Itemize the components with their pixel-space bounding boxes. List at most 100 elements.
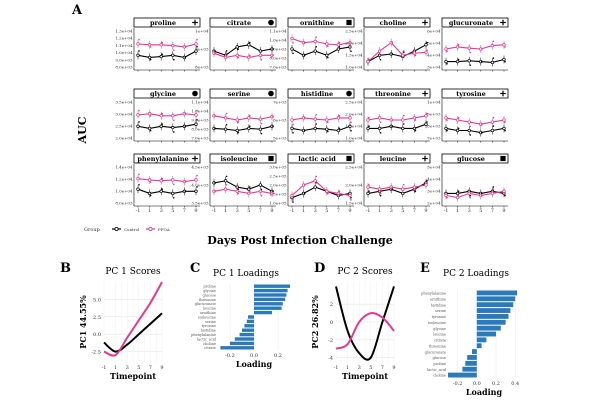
pfoa-point: [325, 118, 329, 122]
pfoa-dot: [138, 109, 140, 112]
y-tick-label: -2: [328, 338, 333, 344]
control-dot: [184, 56, 187, 59]
y-axis-label: PC1 44.55%: [78, 295, 88, 349]
pfoa-dot: [315, 36, 318, 38]
pfoa-point: [258, 189, 263, 193]
category-label: serine: [435, 309, 446, 313]
y-tick-label: 2.5e+04: [345, 165, 363, 170]
control-dot: [492, 186, 495, 188]
pfoa-point: [247, 55, 251, 60]
pfoa-line: [291, 37, 351, 46]
control-point: [258, 127, 263, 131]
pfoa-dot: [481, 194, 483, 197]
pfoa-point: [194, 178, 198, 182]
loading-bar: [230, 341, 254, 346]
control-point: [258, 183, 263, 187]
category-label: phenylalanine: [421, 292, 446, 296]
loading-bar: [254, 310, 272, 315]
facet-title: isoleucine: [220, 155, 257, 163]
chart-title: PC 1 Scores: [105, 267, 161, 277]
facet-title: choline: [380, 19, 407, 27]
pfoa-dot: [149, 181, 152, 183]
control-point: [467, 59, 471, 63]
pfoa-point: [147, 43, 152, 47]
control-dot: [338, 127, 341, 130]
control-point: [325, 53, 329, 57]
pfoa-dot: [350, 46, 352, 48]
y-tick-label: 1.5e+04: [345, 53, 363, 58]
pfoa-dot: [379, 192, 382, 195]
control-dot: [457, 190, 460, 192]
control-dot: [391, 125, 394, 128]
control-dot: [350, 129, 352, 132]
loading-bar: [254, 288, 288, 293]
y-tick-label: 1.3e+04: [115, 29, 133, 34]
y-tick-label: 2.0e+05: [269, 183, 287, 188]
loading-bar: [476, 296, 516, 302]
x-tick-label: 0.2: [274, 353, 282, 359]
pfoa-dot: [327, 192, 329, 195]
pfoa-point: [502, 43, 506, 47]
control-line: [137, 50, 197, 58]
pfoa-line: [445, 44, 505, 50]
pfoa-line: [137, 113, 197, 117]
facet-strip: [363, 88, 431, 99]
facet-strip: [287, 153, 355, 164]
control-dot: [214, 182, 216, 184]
control-point: [336, 128, 341, 133]
loading-bar: [476, 308, 511, 313]
control-dot: [292, 201, 294, 203]
loading-bar: [467, 355, 477, 360]
y-tick-label: 7e+03: [273, 100, 287, 105]
x-tick-label: 1: [302, 208, 305, 214]
control-point: [171, 125, 175, 130]
control-dot: [379, 194, 382, 197]
control-line: [446, 190, 505, 194]
facet-glycine: glycine 3.5e+04 3.0e+04 2.5e+04 2.0e+04: [115, 88, 201, 143]
y-tick-label: 8e+03: [427, 124, 441, 129]
pfoa-point: [258, 117, 263, 121]
pfoa-dot: [414, 188, 417, 191]
control-dot: [225, 124, 228, 126]
control-line: [213, 125, 273, 132]
control-dot: [196, 186, 198, 188]
pfoa-point: [444, 193, 448, 198]
facet-strip: [441, 88, 509, 99]
x-tick-label: 5: [401, 208, 404, 214]
category-label: glucose: [202, 293, 216, 297]
y-tick-label: 3.0e+05: [269, 165, 287, 170]
pfoa-dot: [492, 40, 495, 43]
x-tick-label: 5: [479, 208, 482, 214]
facet-strip: [133, 17, 201, 28]
control-dot: [481, 60, 483, 63]
x-tick-label: 5: [171, 208, 174, 214]
y-tick-label: 2.0e+04: [345, 183, 363, 188]
control-dot: [403, 51, 405, 53]
loading-bar: [254, 297, 286, 302]
control-dot: [272, 190, 274, 193]
facet-serine: serine 1.1e+04 1.0e+04 9.0e+03 8.0e+03 7.0e+0…: [191, 88, 277, 143]
control-line: [213, 180, 273, 192]
y-tick-label: 9e+03: [195, 47, 209, 52]
facet-threonine: threonine 2.5e+04 2.0e+04 1.5e+04 1.0e+04: [345, 88, 431, 143]
pfoa-dot: [225, 112, 228, 115]
panel-letter: C: [190, 261, 200, 276]
pfoa-point: [412, 185, 417, 189]
pfoa-dot: [138, 173, 140, 176]
x-tick-label: 0.0: [250, 353, 258, 359]
control-dot: [469, 134, 472, 136]
facet-choline: choline 2.5e+04 2.0e+04 1.5e+04 1.0e+04: [345, 17, 431, 72]
control-point: [194, 189, 198, 193]
pfoa-dot: [237, 56, 239, 59]
x-tick-label: -1: [290, 208, 295, 214]
pfoa-point: [136, 113, 140, 117]
control-point: [159, 54, 163, 59]
pfoa-line: [213, 115, 273, 121]
pfoa-point: [171, 178, 175, 182]
control-dot: [504, 194, 506, 197]
y-tick-label: 0.0: [93, 332, 101, 338]
pfoa-point: [235, 118, 239, 122]
pfoa-dot: [260, 194, 263, 197]
category-label: tyrosine: [432, 315, 446, 319]
y-tick-label: 2.5e+04: [345, 29, 363, 34]
